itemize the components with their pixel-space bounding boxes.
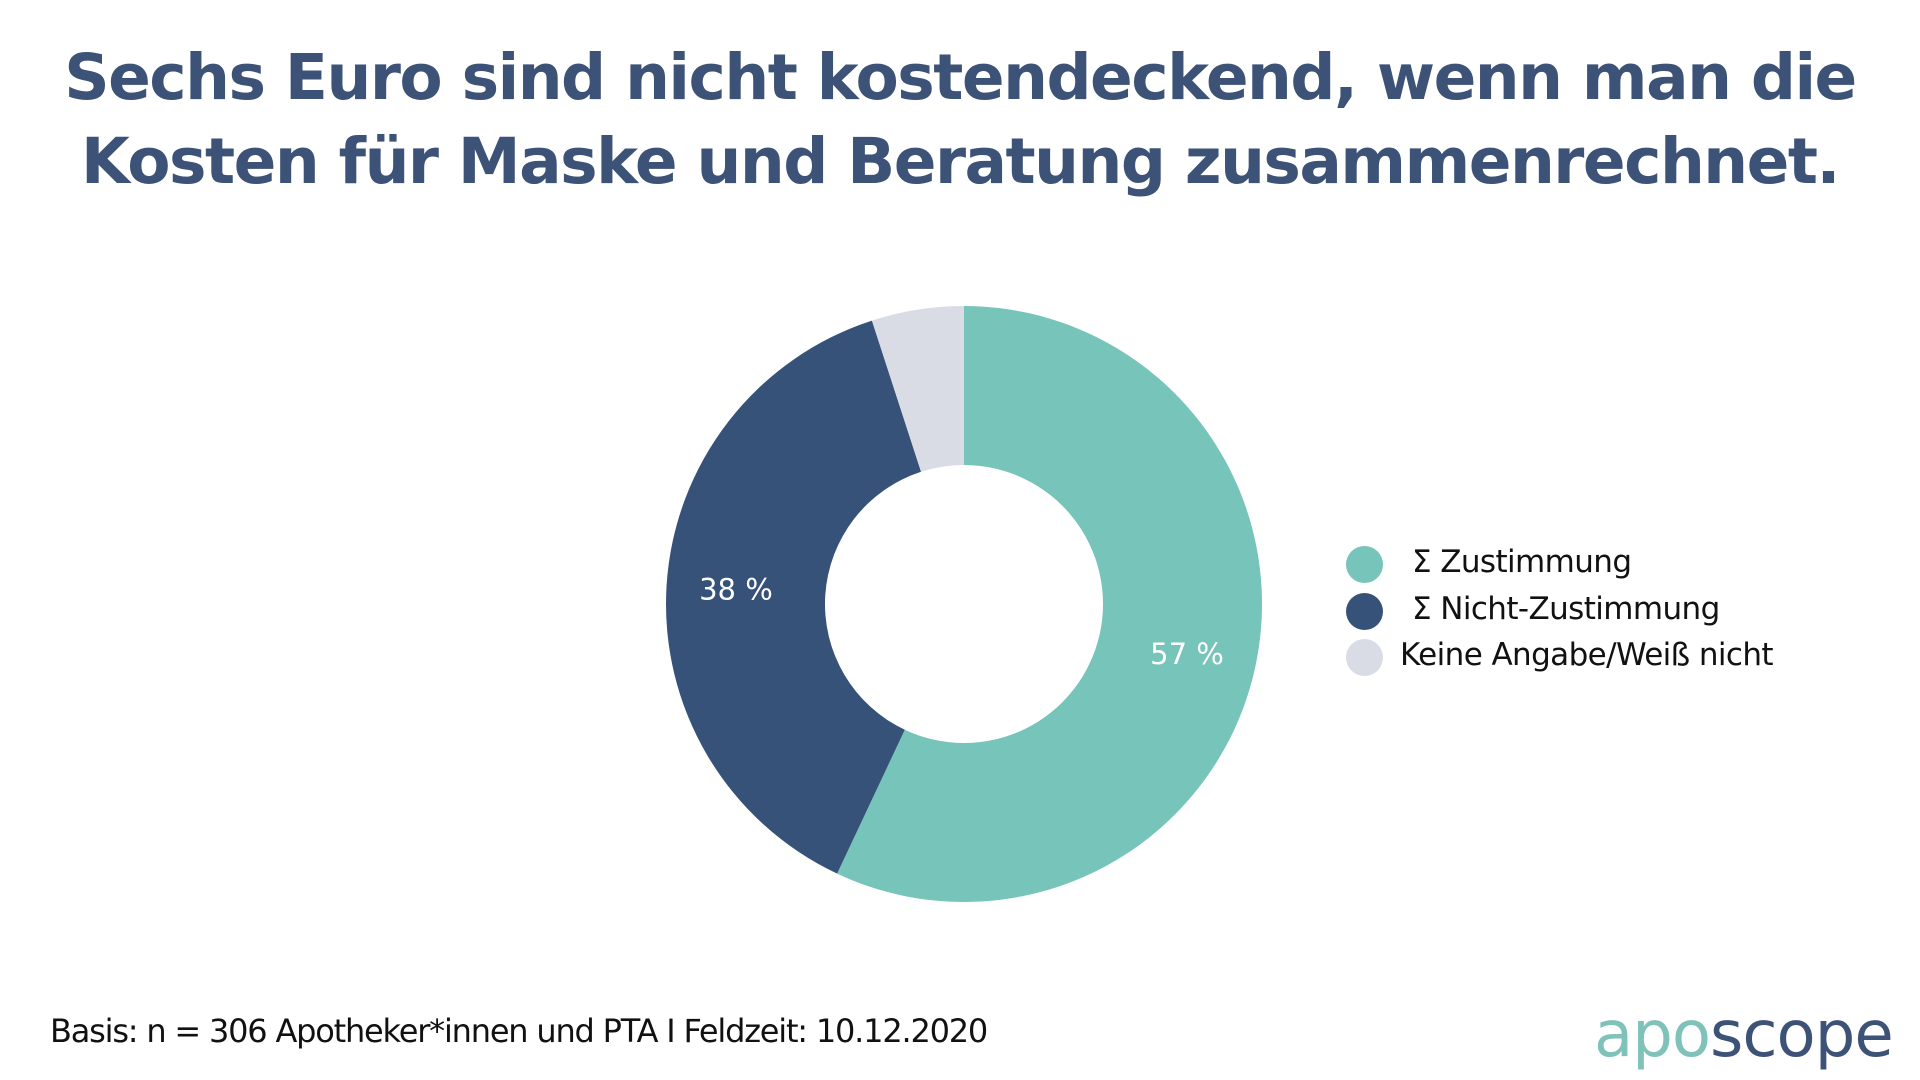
- donut-slice-2: [666, 320, 922, 874]
- title-line-1: Sechs Euro sind nicht kostendeckend, wen…: [64, 41, 1857, 114]
- data-label-1: 57 %: [1150, 637, 1224, 671]
- title-line-2: Kosten für Maske und Beratung zusammenre…: [81, 125, 1840, 198]
- legend-label: Keine Angabe/Weiß nicht: [1400, 637, 1774, 673]
- legend-label: Σ Zustimmung: [1412, 544, 1632, 580]
- data-label-2: 38 %: [699, 573, 773, 607]
- donut-slice-1: [837, 306, 1262, 902]
- legend-swatch-icon: [1346, 592, 1383, 630]
- donut-slices: [666, 306, 1262, 902]
- legend-swatch-icon: [1346, 639, 1383, 676]
- legend-swatch-icon: [1346, 546, 1383, 583]
- footer-basis-note: Basis: n = 306 Apotheker*innen und PTA I…: [50, 1012, 988, 1050]
- aposcope-logo: aposcope: [1594, 998, 1894, 1072]
- chart-title: Sechs Euro sind nicht kostendeckend, wen…: [0, 36, 1920, 204]
- logo-part-apo: apo: [1594, 998, 1711, 1072]
- legend-label: Σ Nicht-Zustimmung: [1412, 590, 1720, 627]
- donut-data-labels: 57 % 38 %: [699, 573, 1224, 671]
- logo-part-scope: scope: [1710, 998, 1894, 1072]
- donut-slice-3: [871, 306, 964, 472]
